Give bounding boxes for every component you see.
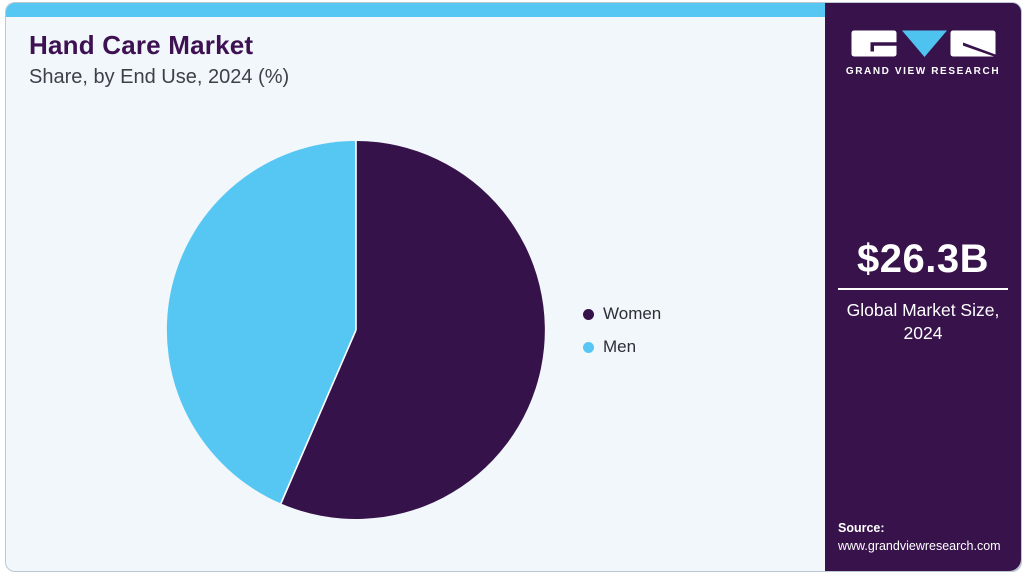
legend-label-men: Men: [603, 337, 637, 356]
pie-slice-women: [280, 141, 545, 519]
logo-v-icon: [901, 30, 947, 57]
page-subtitle: Share, by End Use, 2024 (%): [29, 66, 290, 88]
brand-wordmark: GRAND VIEW RESEARCH: [845, 66, 1001, 77]
source-label: Source:: [838, 520, 885, 535]
chart-legend: Women Men: [583, 303, 661, 358]
legend-swatch-men: [583, 341, 594, 353]
pie-chart-svg: [166, 140, 545, 519]
legend-item-men: Men: [583, 336, 661, 358]
legend-label-women: Women: [603, 304, 662, 323]
brand-logo: GRAND VIEW RESEARCH: [825, 30, 1021, 77]
infographic-card: Hand Care Market Share, by End Use, 2024…: [5, 2, 1022, 572]
pie-slice-separator: [280, 329, 357, 504]
source-url: www.grandviewresearch.com: [838, 539, 1001, 554]
header: Hand Care Market Share, by End Use, 2024…: [29, 30, 289, 89]
market-size-label: Global Market Size, 2024: [846, 300, 1000, 344]
gvr-logo-icon: [851, 30, 995, 57]
accent-top-bar: [6, 3, 1021, 17]
legend-swatch-women: [583, 308, 594, 320]
pie-chart: [161, 135, 551, 525]
logo-g-icon: [851, 30, 896, 57]
logo-r-icon: [950, 30, 995, 57]
market-size-value: $26.3B: [857, 237, 989, 281]
brand-sidebar: GRAND VIEW RESEARCH $26.3B Global Market…: [825, 3, 1021, 571]
source-block: Source: www.grandviewresearch.com: [838, 519, 1001, 557]
market-size-divider: [838, 288, 1008, 290]
page-title: Hand Care Market: [29, 30, 254, 60]
market-size-block: $26.3B Global Market Size, 2024: [825, 237, 1021, 345]
legend-item-women: Women: [583, 303, 661, 325]
pie-slice-men: [166, 140, 356, 504]
